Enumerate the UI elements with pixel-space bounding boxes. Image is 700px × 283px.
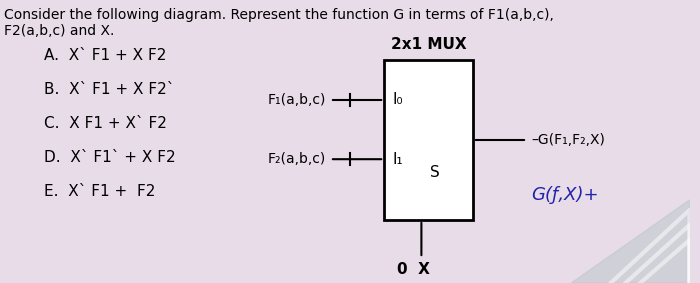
Text: 0  X: 0 X [397, 262, 430, 277]
Text: C.  X F1 + X` F2: C. X F1 + X` F2 [44, 116, 167, 131]
Text: D.  X` F1` + X F2: D. X` F1` + X F2 [44, 150, 176, 165]
Text: F₂(a,b,c): F₂(a,b,c) [268, 152, 326, 166]
Text: G(ƒ,X)+: G(ƒ,X)+ [531, 186, 598, 204]
Text: F₁(a,b,c): F₁(a,b,c) [267, 93, 326, 107]
Text: F2(a,b,c) and X.: F2(a,b,c) and X. [4, 24, 114, 38]
Text: B.  X` F1 + X F2`: B. X` F1 + X F2` [44, 82, 175, 97]
Text: E.  X` F1 +  F2: E. X` F1 + F2 [44, 184, 155, 199]
Polygon shape [571, 200, 690, 283]
Text: Consider the following diagram. Represent the function G in terms of F1(a,b,c),: Consider the following diagram. Represen… [4, 8, 554, 22]
Text: I₁: I₁ [392, 152, 402, 167]
Text: 2x1 MUX: 2x1 MUX [391, 37, 466, 52]
Text: I₀: I₀ [392, 93, 402, 108]
Text: A.  X` F1 + X F2: A. X` F1 + X F2 [44, 48, 167, 63]
Text: S: S [430, 165, 440, 180]
Text: –G(F₁,F₂,X): –G(F₁,F₂,X) [531, 133, 605, 147]
Bar [384, 60, 472, 220]
